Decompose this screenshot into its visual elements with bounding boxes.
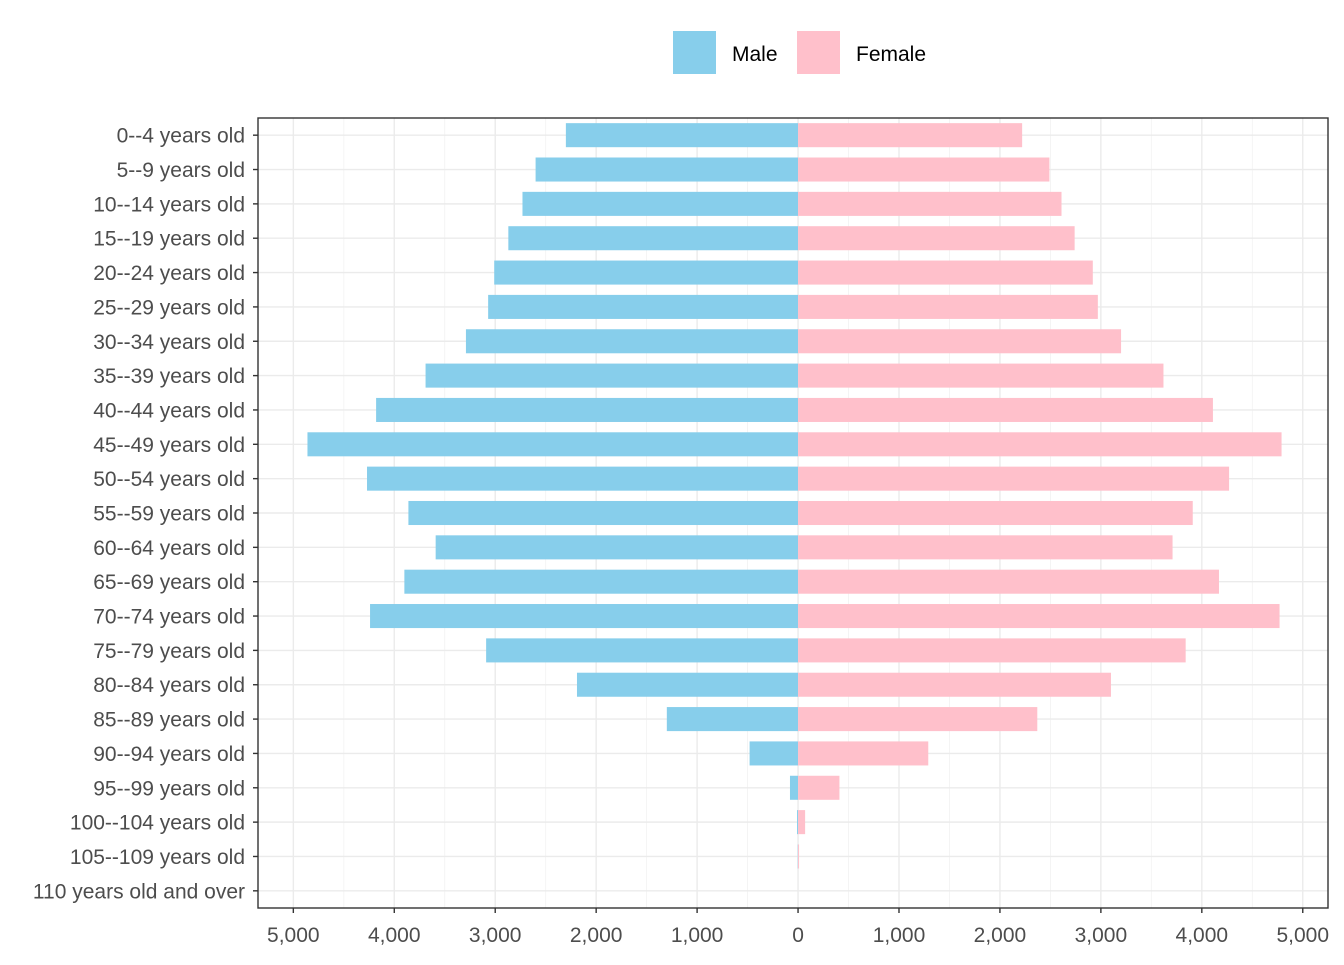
- bar-male-20: [797, 810, 798, 834]
- bar-female-6: [798, 329, 1121, 353]
- x-tick-label: 4,000: [1176, 924, 1229, 947]
- legend-key-male: [673, 31, 716, 74]
- bar-female-19: [798, 776, 839, 800]
- bar-female-7: [798, 364, 1163, 388]
- y-tick-label: 80--84 years old: [93, 674, 245, 697]
- y-tick-label: 100--104 years old: [70, 812, 245, 835]
- x-tick-label: 3,000: [469, 924, 522, 947]
- x-tick-label: 5,000: [1276, 924, 1329, 947]
- bar-female-4: [798, 261, 1093, 285]
- bar-female-18: [798, 741, 928, 765]
- y-tick-label: 20--24 years old: [93, 262, 245, 285]
- bar-female-10: [798, 467, 1229, 491]
- y-tick-label: 75--79 years old: [93, 640, 245, 663]
- x-tick-label: 4,000: [368, 924, 421, 947]
- bar-male-13: [404, 570, 798, 594]
- bar-female-16: [798, 673, 1111, 697]
- bar-female-8: [798, 398, 1213, 422]
- bar-female-0: [798, 123, 1022, 147]
- bar-female-5: [798, 295, 1098, 319]
- legend: Male Female: [673, 31, 926, 74]
- bar-male-8: [376, 398, 798, 422]
- x-tick-label: 0: [792, 924, 804, 947]
- bar-male-2: [522, 192, 798, 216]
- bar-male-12: [436, 535, 798, 559]
- bar-male-4: [494, 261, 798, 285]
- y-tick-label: 70--74 years old: [93, 606, 245, 629]
- bar-male-5: [488, 295, 798, 319]
- bar-male-0: [566, 123, 798, 147]
- y-tick-label: 95--99 years old: [93, 777, 245, 800]
- y-tick-label: 30--34 years old: [93, 331, 245, 354]
- x-axis: 5,000 4,000 3,000 2,000 1,000 0 1,000 2,000 3,00…: [267, 908, 1329, 947]
- bar-female-14: [798, 604, 1279, 628]
- x-tick-label: 1,000: [873, 924, 926, 947]
- y-tick-label: 25--29 years old: [93, 296, 245, 319]
- x-tick-label: 2,000: [974, 924, 1027, 947]
- bar-male-19: [790, 776, 798, 800]
- y-tick-label: 15--19 years old: [93, 228, 245, 251]
- bar-male-3: [508, 226, 798, 250]
- x-tick-label: 5,000: [267, 924, 320, 947]
- bar-female-21: [798, 844, 799, 868]
- y-tick-label: 5--9 years old: [117, 159, 245, 182]
- legend-label-male: Male: [732, 43, 778, 66]
- x-tick-label: 3,000: [1075, 924, 1128, 947]
- y-tick-label: 50--54 years old: [93, 468, 245, 491]
- bar-female-12: [798, 535, 1172, 559]
- bar-male-18: [750, 741, 798, 765]
- bar-female-15: [798, 638, 1186, 662]
- y-tick-label: 60--64 years old: [93, 537, 245, 560]
- y-tick-label: 0--4 years old: [117, 125, 245, 148]
- bar-male-9: [307, 432, 798, 456]
- bar-male-16: [577, 673, 798, 697]
- bar-female-11: [798, 501, 1193, 525]
- bar-male-7: [426, 364, 798, 388]
- y-tick-label: 55--59 years old: [93, 503, 245, 526]
- y-tick-label: 65--69 years old: [93, 571, 245, 594]
- x-tick-label: 1,000: [671, 924, 724, 947]
- bar-male-17: [667, 707, 798, 731]
- bar-female-1: [798, 158, 1049, 182]
- y-tick-label: 110 years old and over: [33, 880, 245, 903]
- bar-female-2: [798, 192, 1061, 216]
- bar-male-1: [536, 158, 798, 182]
- bar-male-10: [367, 467, 798, 491]
- legend-label-female: Female: [856, 43, 926, 66]
- y-tick-label: 40--44 years old: [93, 399, 245, 422]
- y-axis: 0--4 years old 5--9 years old 10--14 years…: [33, 125, 258, 904]
- bar-female-20: [798, 810, 805, 834]
- y-tick-label: 90--94 years old: [93, 743, 245, 766]
- legend-key-female: [797, 31, 840, 74]
- y-tick-label: 85--89 years old: [93, 709, 245, 732]
- bar-male-14: [370, 604, 798, 628]
- bar-female-3: [798, 226, 1075, 250]
- bar-male-6: [466, 329, 798, 353]
- bar-female-13: [798, 570, 1219, 594]
- y-tick-label: 35--39 years old: [93, 365, 245, 388]
- bar-male-15: [486, 638, 798, 662]
- y-tick-label: 10--14 years old: [93, 193, 245, 216]
- x-tick-label: 2,000: [570, 924, 623, 947]
- y-tick-label: 45--49 years old: [93, 434, 245, 457]
- bar-male-11: [408, 501, 798, 525]
- y-tick-label: 105--109 years old: [70, 846, 245, 869]
- bar-female-9: [798, 432, 1282, 456]
- bar-female-17: [798, 707, 1037, 731]
